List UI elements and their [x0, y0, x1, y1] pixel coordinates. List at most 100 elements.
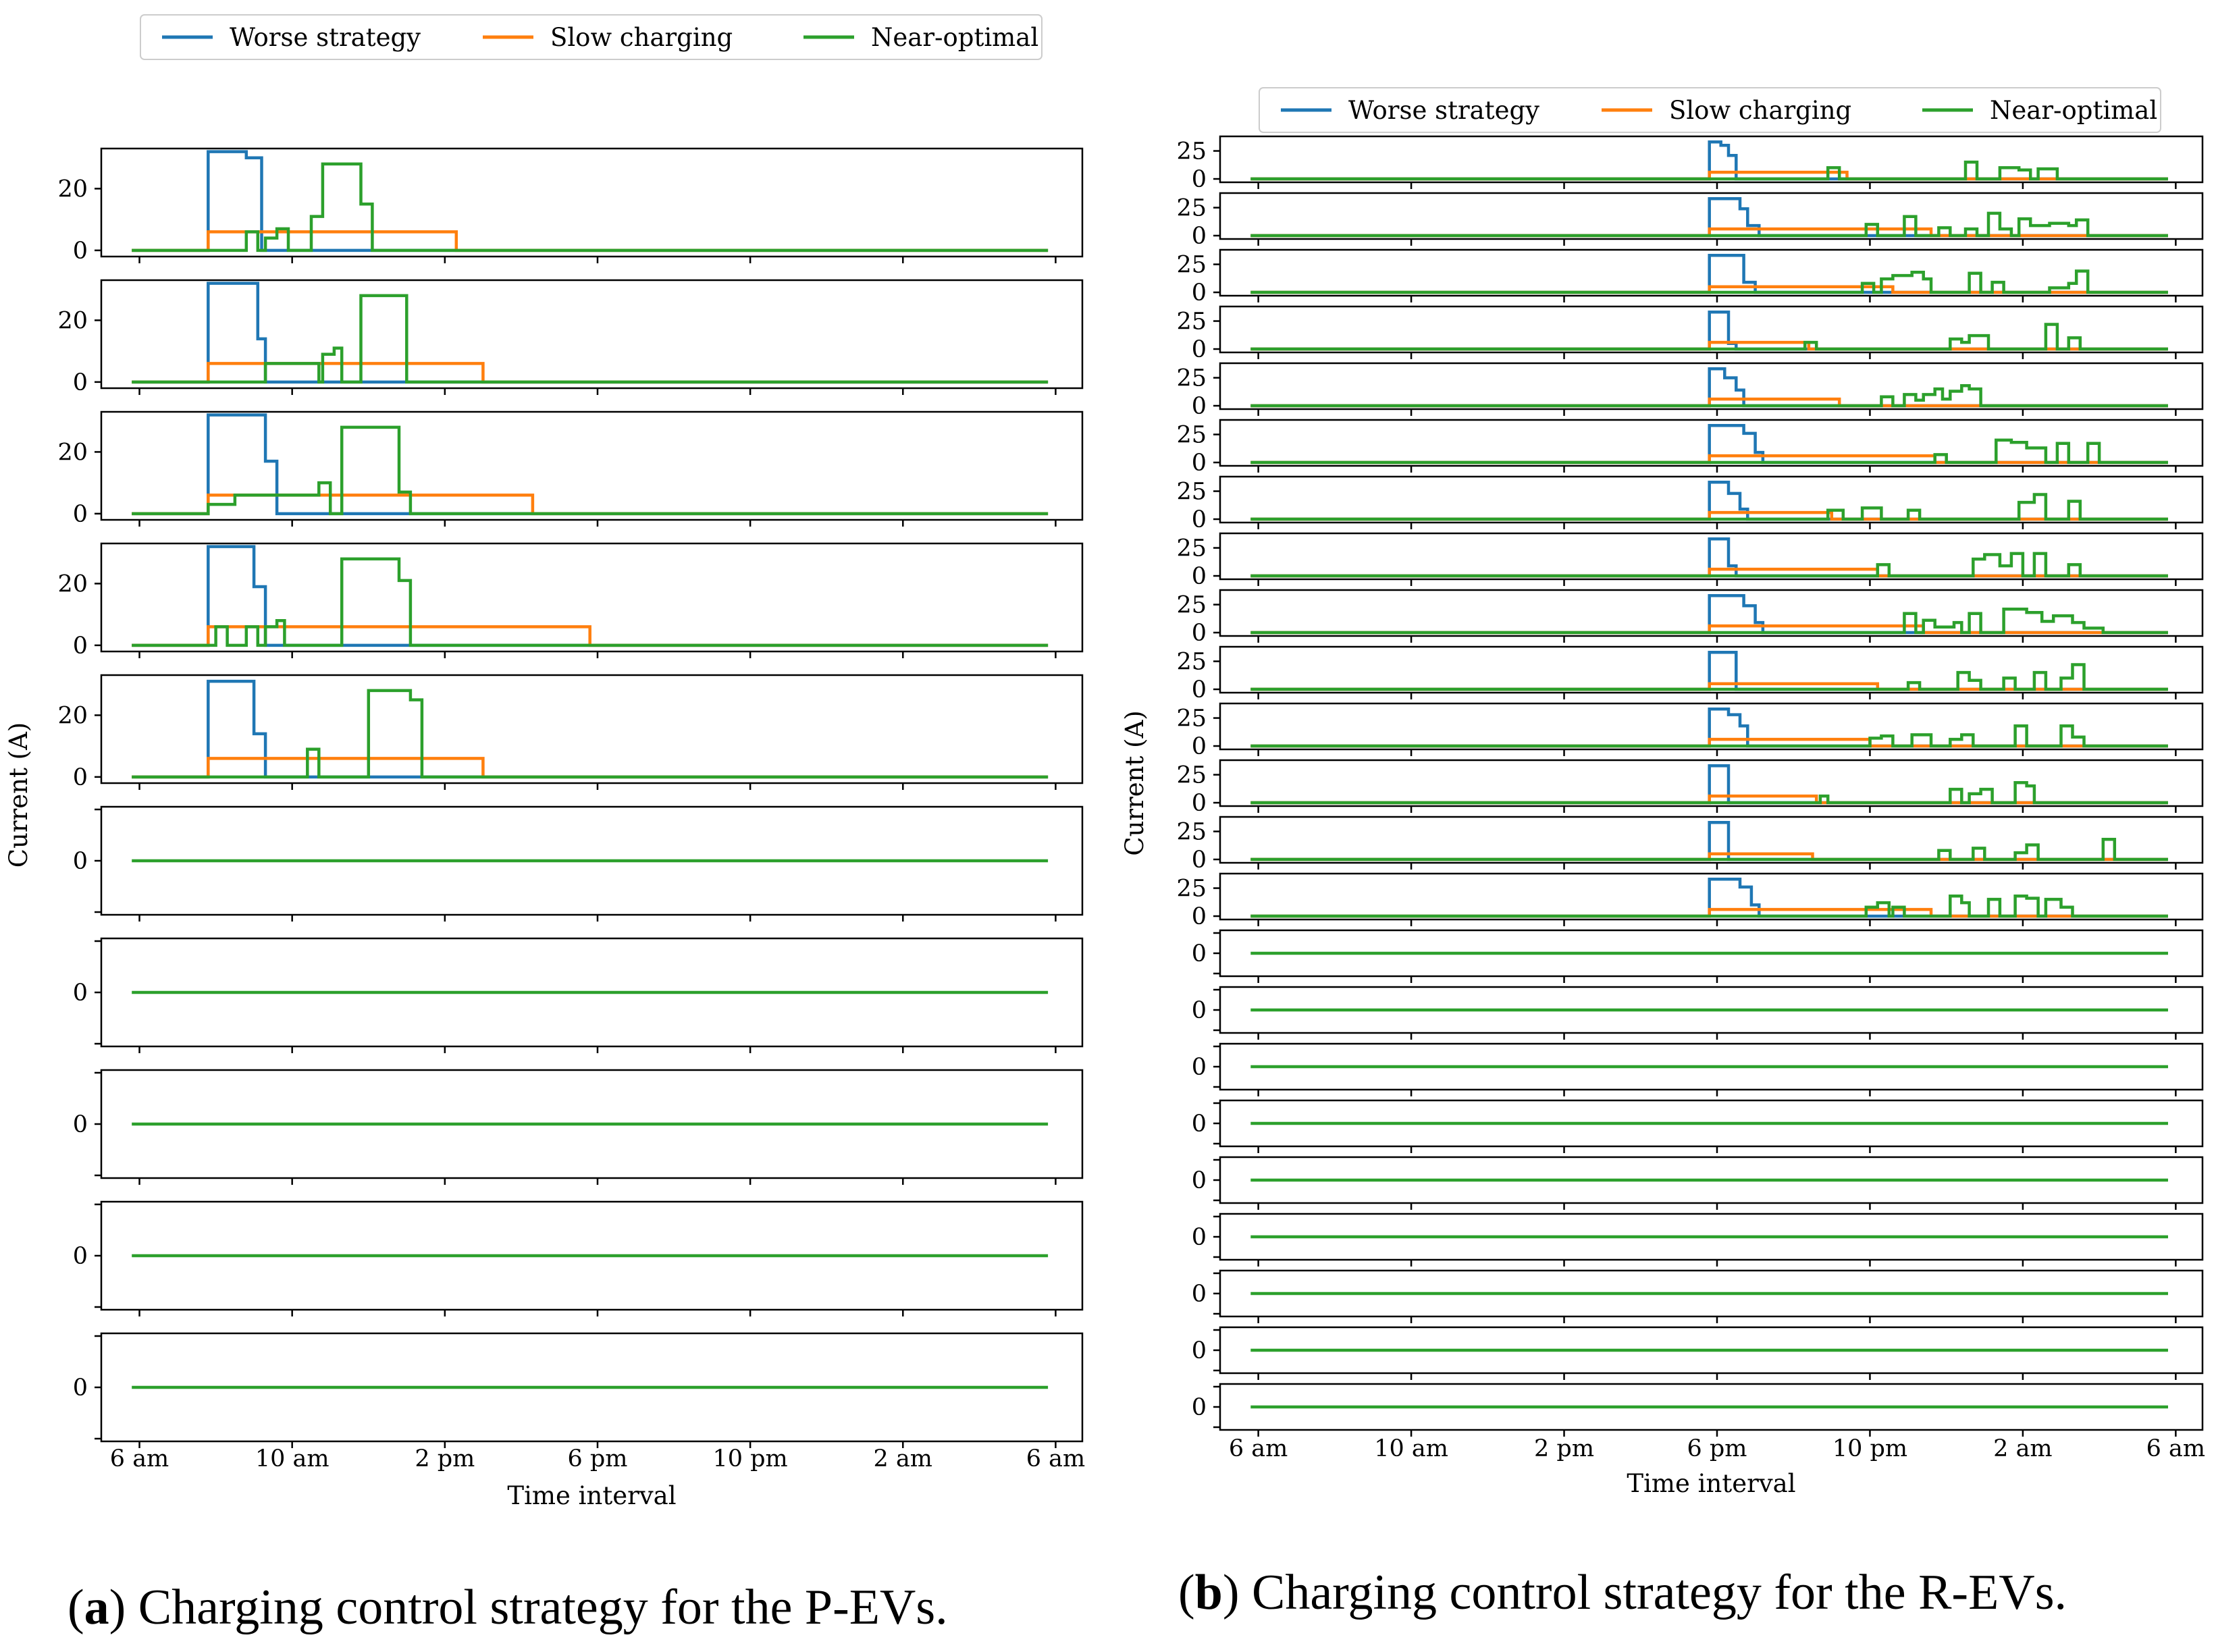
y-tick-label: 20 — [57, 439, 88, 466]
y-tick-label: 0 — [1192, 997, 1207, 1024]
series-line-optimal — [1250, 552, 2168, 578]
series-line-optimal — [1250, 780, 2168, 805]
series-line-optimal — [1250, 663, 2168, 691]
panel: 025 — [1176, 532, 2204, 590]
series-line-optimal — [1250, 211, 2168, 238]
legend: Worse strategy Slow charging Near-optimal — [1259, 87, 2161, 133]
y-tick-label: 0 — [1192, 563, 1207, 590]
panel-frame — [100, 279, 1084, 390]
legend-item-optimal: Near-optimal — [803, 23, 1038, 52]
x-tick-label: 10 pm — [1832, 1435, 1907, 1462]
y-tick-label: 20 — [57, 570, 88, 597]
legend-frame — [140, 14, 1043, 60]
panel: 0 20 — [57, 147, 1084, 265]
y-tick-label: 0 — [1192, 506, 1207, 533]
series-line-optimal — [1250, 160, 2168, 181]
panel: 025 — [1176, 475, 2204, 533]
y-tick-label: 0 — [1192, 676, 1207, 703]
y-tick-label: 25 — [1176, 762, 1207, 789]
y-tick-label: 0 — [73, 369, 88, 396]
panel: 0 — [1192, 1042, 2204, 1096]
legend-item-slow: Slow charging — [483, 23, 733, 52]
y-tick-label: 0 — [73, 1243, 88, 1270]
y-tick-label: 0 — [73, 1111, 88, 1138]
y-tick-label: 0 — [73, 238, 88, 265]
panel: 0 — [1192, 929, 2204, 983]
caption: (a) Charging control strategy for the P-… — [68, 1580, 948, 1635]
series-line-optimal — [1250, 724, 2168, 748]
series-line-worse — [1250, 140, 2168, 181]
series-line-optimal — [1250, 383, 2168, 408]
y-tick-label: 25 — [1176, 138, 1207, 165]
x-tick-label: 10 am — [1374, 1435, 1448, 1462]
panel: 025 — [1176, 135, 2204, 193]
panel: 0 — [73, 1200, 1084, 1316]
y-tick-label: 0 — [73, 980, 88, 1007]
panel: 0 — [1192, 1099, 2204, 1153]
legend-label: Worse strategy — [1348, 96, 1539, 125]
legend-frame — [1259, 87, 2161, 133]
series-line-optimal — [132, 294, 1049, 384]
panel-frame — [100, 674, 1084, 784]
legend-label: Near-optimal — [1990, 96, 2157, 125]
panel-frame — [1219, 532, 2204, 581]
series-line-optimal — [132, 425, 1049, 516]
y-tick-label: 25 — [1176, 479, 1207, 506]
legend-item-optimal: Near-optimal — [1922, 96, 2157, 125]
x-tick-label: 6 pm — [1687, 1435, 1747, 1462]
series-line-optimal — [1250, 438, 2168, 464]
panel: 0 — [1192, 1269, 2204, 1323]
series-line-optimal — [132, 557, 1049, 647]
y-tick-label: 0 — [1192, 790, 1207, 817]
panel: 0 — [1192, 1326, 2204, 1380]
panel: 0 20 — [57, 410, 1084, 528]
series-line-worse — [1250, 197, 2168, 238]
series-line-optimal — [1250, 493, 2168, 521]
x-tick-label: 6 am — [2146, 1435, 2205, 1462]
chart-a: Worse strategy Slow charging Near-optimal 0… — [4, 14, 1085, 1635]
y-tick-label: 25 — [1176, 195, 1207, 222]
panel-frame — [1219, 192, 2204, 240]
y-tick-label: 25 — [1176, 365, 1207, 392]
chart-b: Worse strategy Slow charging Near-optimal 0… — [1120, 87, 2205, 1620]
y-tick-label: 20 — [57, 176, 88, 203]
panel: 0 — [73, 805, 1084, 922]
panel-frame — [1219, 305, 2204, 354]
x-axis-label: Time interval — [1627, 1469, 1795, 1498]
y-tick-label: 25 — [1176, 535, 1207, 562]
y-tick-label: 0 — [1192, 166, 1207, 193]
x-tick-label: 2 am — [874, 1445, 932, 1472]
y-tick-label: 0 — [73, 848, 88, 875]
legend-label: Slow charging — [550, 23, 733, 52]
x-tick-label: 6 am — [1229, 1435, 1288, 1462]
x-tick-label: 6 am — [110, 1445, 169, 1472]
panel: 025 — [1176, 419, 2204, 477]
x-tick-label: 2 pm — [1534, 1435, 1594, 1462]
panel: 0 — [73, 937, 1084, 1053]
y-tick-label: 0 — [1192, 1224, 1207, 1251]
panel: 0 — [1192, 986, 2204, 1040]
y-tick-label: 25 — [1176, 819, 1207, 846]
series-line-worse — [1250, 481, 2168, 521]
panel: 025 — [1176, 702, 2204, 760]
y-axis-label: Current (A) — [4, 722, 33, 868]
y-tick-label: 0 — [1192, 620, 1207, 647]
y-tick-label: 0 — [1192, 1281, 1207, 1308]
panel: 025 — [1176, 645, 2204, 703]
panel: 025 — [1176, 872, 2204, 930]
panel-frame — [1219, 475, 2204, 524]
y-tick-label: 0 — [1192, 1167, 1207, 1194]
series-line-optimal — [1250, 837, 2168, 861]
legend: Worse strategy Slow charging Near-optimal — [140, 14, 1043, 60]
panel: 0 20 — [57, 542, 1084, 660]
x-tick-label: 6 am — [1026, 1445, 1085, 1472]
series-line-optimal — [1250, 269, 2168, 294]
panel: 025 — [1176, 305, 2204, 363]
y-tick-label: 25 — [1176, 309, 1207, 336]
y-tick-label: 0 — [73, 501, 88, 528]
y-tick-label: 0 — [1192, 393, 1207, 420]
panel: 0 — [1192, 1213, 2204, 1267]
panel: 0 20 — [57, 279, 1084, 396]
y-tick-label: 25 — [1176, 252, 1207, 279]
